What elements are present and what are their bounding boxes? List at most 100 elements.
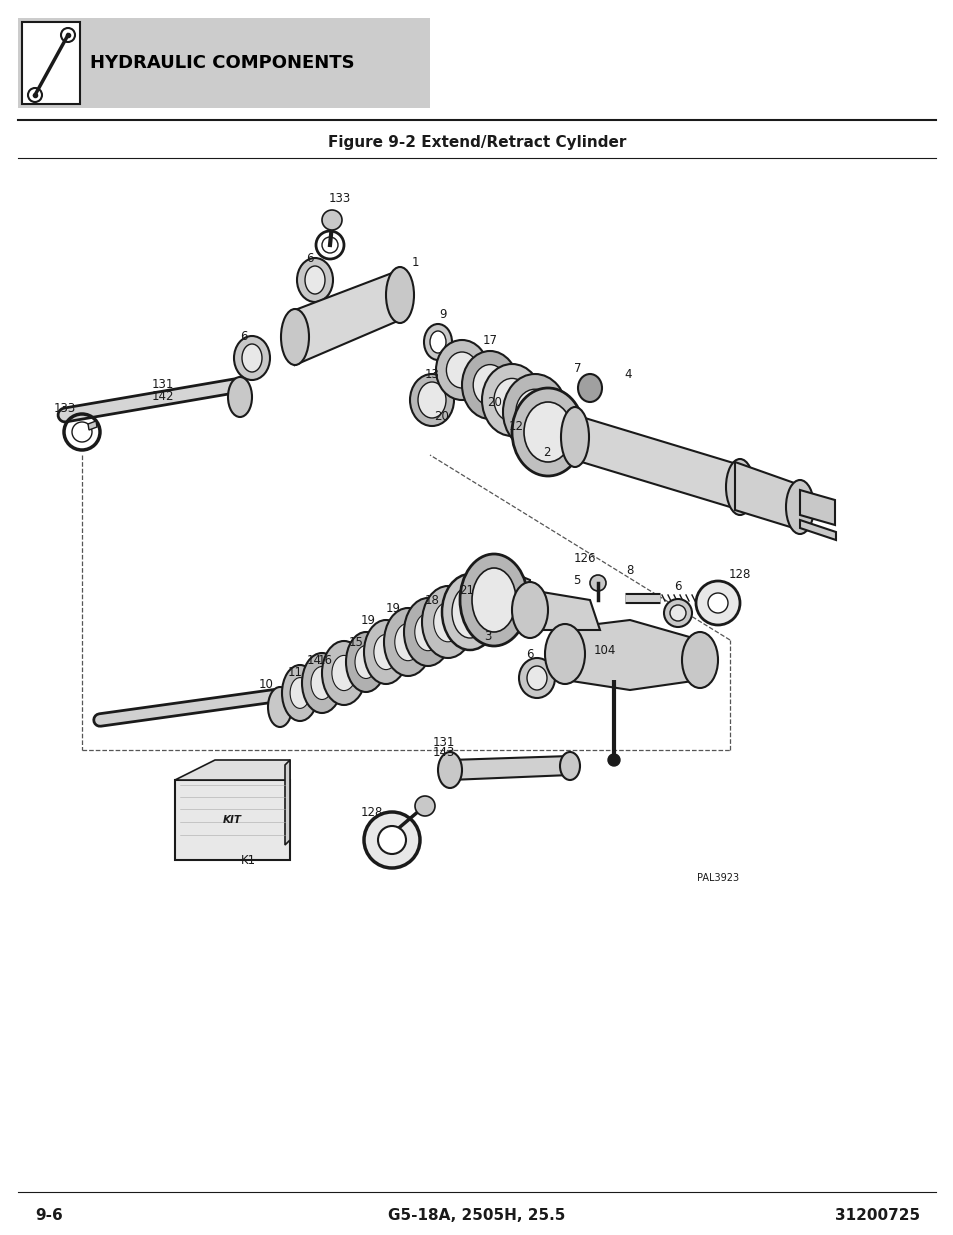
Ellipse shape	[785, 480, 813, 534]
Text: Figure 9-2 Extend/Retract Cylinder: Figure 9-2 Extend/Retract Cylinder	[328, 135, 625, 149]
Text: 19: 19	[360, 614, 375, 626]
Ellipse shape	[242, 345, 262, 372]
Ellipse shape	[355, 646, 376, 678]
Ellipse shape	[282, 664, 317, 721]
Text: KIT: KIT	[222, 815, 241, 825]
Ellipse shape	[228, 377, 252, 417]
Text: 21: 21	[459, 583, 474, 597]
Ellipse shape	[473, 364, 506, 405]
Ellipse shape	[364, 620, 408, 684]
Polygon shape	[800, 490, 834, 525]
Ellipse shape	[302, 653, 341, 713]
Text: 6: 6	[674, 580, 681, 594]
Ellipse shape	[290, 678, 310, 709]
Ellipse shape	[322, 237, 337, 253]
Ellipse shape	[512, 388, 583, 475]
Ellipse shape	[452, 585, 488, 638]
Text: 20: 20	[435, 410, 449, 424]
Ellipse shape	[502, 374, 566, 450]
Bar	[174, 781, 290, 860]
Ellipse shape	[305, 266, 325, 294]
Text: 17: 17	[482, 333, 497, 347]
Ellipse shape	[512, 582, 547, 638]
Text: 7: 7	[574, 362, 581, 374]
Text: 6: 6	[306, 252, 314, 264]
Ellipse shape	[516, 389, 554, 435]
Polygon shape	[564, 620, 700, 690]
Ellipse shape	[725, 459, 753, 515]
Ellipse shape	[71, 422, 91, 442]
Text: 15: 15	[348, 636, 363, 650]
Text: 133: 133	[329, 191, 351, 205]
Ellipse shape	[559, 752, 579, 781]
Text: 16: 16	[317, 653, 333, 667]
Text: 128: 128	[360, 805, 383, 819]
Ellipse shape	[681, 632, 718, 688]
Ellipse shape	[526, 666, 546, 690]
Text: 31200725: 31200725	[834, 1208, 919, 1223]
Polygon shape	[734, 462, 800, 530]
Ellipse shape	[518, 658, 555, 698]
Ellipse shape	[446, 352, 477, 388]
Ellipse shape	[523, 403, 572, 462]
Text: 6: 6	[240, 331, 248, 343]
Text: 9: 9	[438, 308, 446, 321]
Ellipse shape	[281, 309, 309, 366]
Polygon shape	[174, 760, 290, 781]
Bar	[22, 22, 80, 104]
Ellipse shape	[696, 580, 740, 625]
Text: 12: 12	[508, 420, 523, 433]
Ellipse shape	[421, 585, 474, 658]
Text: 14: 14	[306, 653, 321, 667]
Text: 19: 19	[385, 601, 400, 615]
Ellipse shape	[607, 755, 619, 766]
Text: 10: 10	[258, 678, 274, 692]
Text: 6: 6	[526, 648, 533, 662]
Polygon shape	[450, 756, 569, 781]
Ellipse shape	[415, 797, 435, 816]
Polygon shape	[285, 760, 290, 845]
Text: HYDRAULIC COMPONENTS: HYDRAULIC COMPONENTS	[90, 54, 355, 72]
Text: 5: 5	[573, 573, 580, 587]
Text: 128: 128	[728, 568, 750, 582]
Polygon shape	[575, 415, 740, 510]
Ellipse shape	[386, 267, 414, 324]
Ellipse shape	[395, 624, 421, 661]
Polygon shape	[530, 590, 599, 630]
Text: 131: 131	[152, 378, 174, 391]
Text: 18: 18	[424, 594, 439, 606]
Ellipse shape	[346, 632, 386, 692]
Text: 133: 133	[53, 401, 76, 415]
Ellipse shape	[437, 752, 461, 788]
Polygon shape	[800, 520, 835, 540]
Ellipse shape	[459, 555, 527, 646]
Text: 143: 143	[433, 746, 455, 760]
Text: 11: 11	[287, 667, 302, 679]
Ellipse shape	[472, 568, 516, 632]
Ellipse shape	[268, 687, 292, 727]
Ellipse shape	[332, 656, 355, 690]
Polygon shape	[294, 270, 399, 366]
Text: 13: 13	[424, 368, 439, 382]
Text: 9-6: 9-6	[35, 1208, 63, 1223]
Text: 131: 131	[433, 736, 455, 748]
Ellipse shape	[417, 382, 446, 417]
Text: G5-18A, 2505H, 25.5: G5-18A, 2505H, 25.5	[388, 1208, 565, 1223]
Polygon shape	[88, 421, 97, 430]
Ellipse shape	[410, 374, 454, 426]
Ellipse shape	[364, 811, 419, 868]
Ellipse shape	[322, 641, 366, 705]
Ellipse shape	[322, 210, 341, 230]
Text: 126: 126	[573, 552, 596, 564]
Text: PAL3923: PAL3923	[697, 873, 739, 883]
Ellipse shape	[589, 576, 605, 592]
Ellipse shape	[374, 635, 397, 669]
Ellipse shape	[436, 340, 488, 400]
Ellipse shape	[544, 624, 584, 684]
Ellipse shape	[403, 598, 452, 666]
Text: 3: 3	[484, 631, 491, 643]
Ellipse shape	[461, 351, 517, 419]
Text: 1: 1	[411, 256, 418, 268]
Ellipse shape	[560, 408, 588, 467]
Text: 142: 142	[152, 390, 174, 404]
